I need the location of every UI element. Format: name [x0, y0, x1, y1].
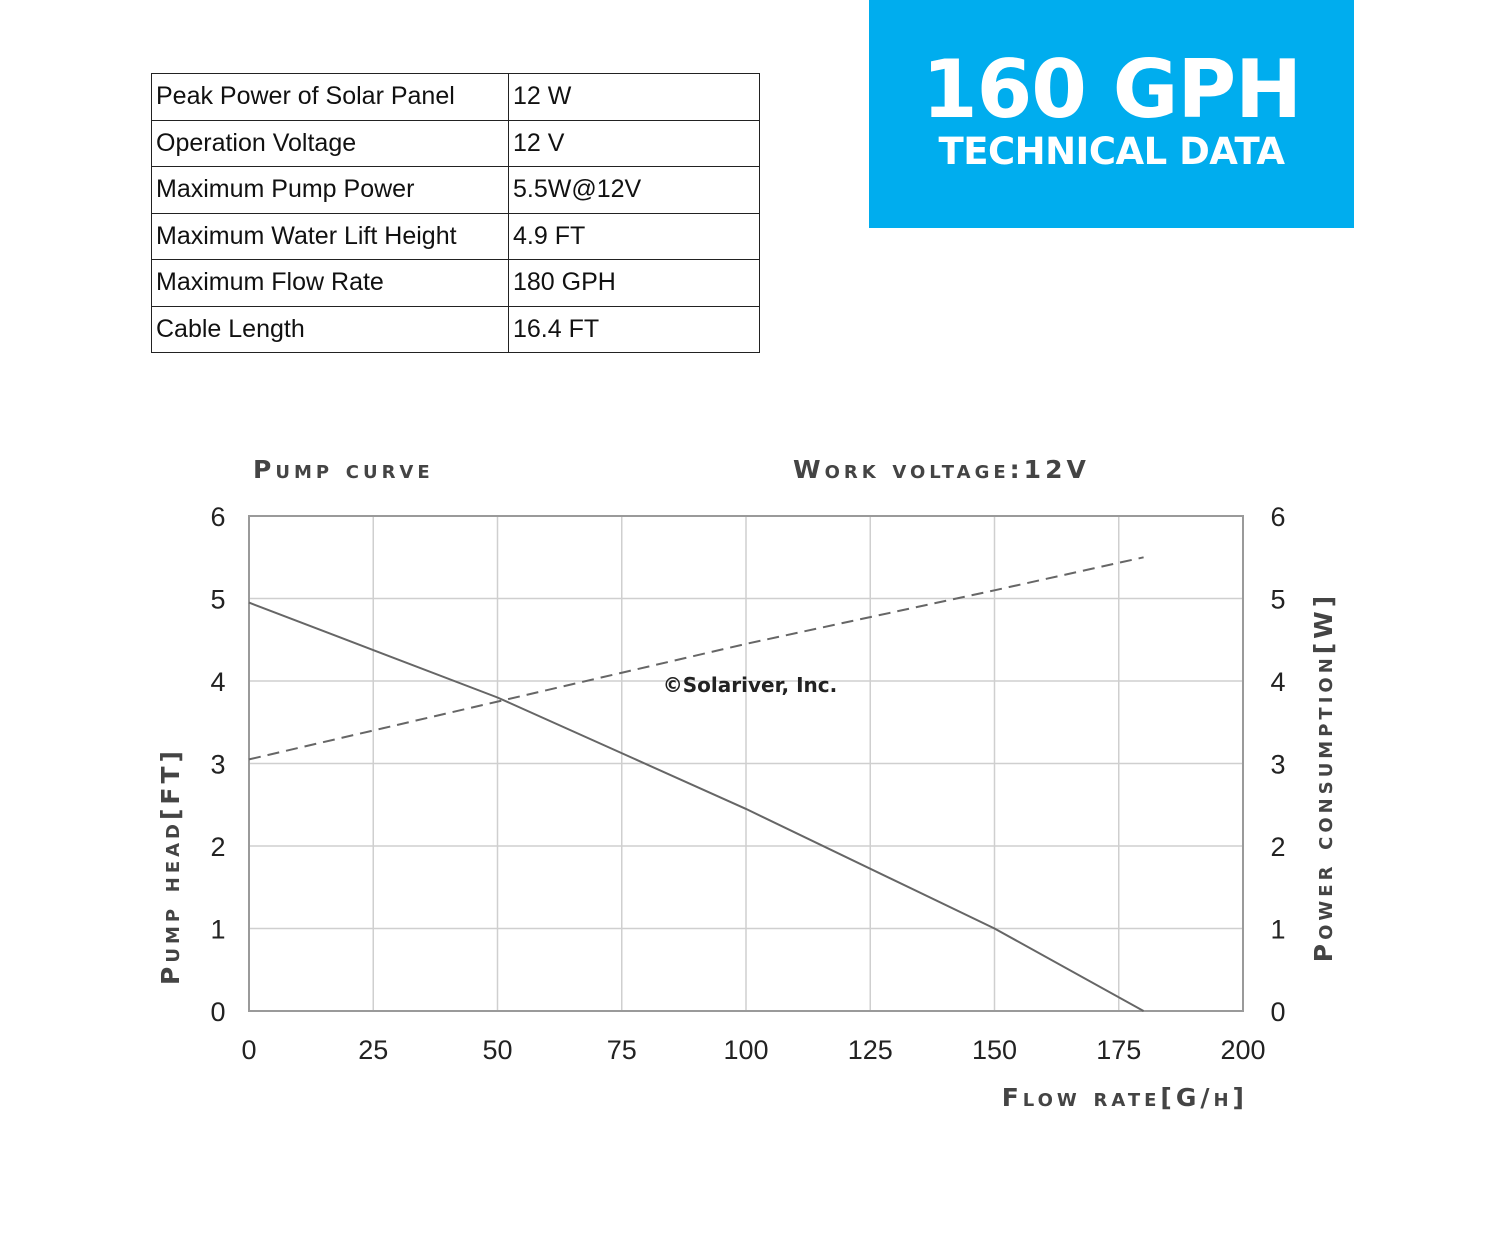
table-row: Peak Power of Solar Panel 12 W	[151, 73, 760, 121]
badge-subhead: TECHNICAL DATA	[938, 130, 1285, 173]
y2-axis-label: Power consumption[W]	[1309, 592, 1338, 962]
chart-series	[248, 556, 1145, 1012]
y2-tick-label: 0	[1270, 997, 1285, 1027]
specs-table: Peak Power of Solar Panel 12 W Operation…	[151, 73, 760, 353]
x-tick-label: 50	[482, 1035, 512, 1065]
y2-tick-label: 3	[1270, 750, 1285, 780]
spec-value: 180 GPH	[508, 259, 760, 307]
x-tick-label: 75	[607, 1035, 637, 1065]
spec-value: 5.5W@12V	[508, 166, 760, 214]
spec-label: Cable Length	[151, 305, 509, 353]
y2-tick-label: 6	[1270, 502, 1285, 532]
y-tick-label: 3	[210, 750, 225, 780]
power-consumption-line	[248, 556, 1144, 761]
table-row: Cable Length 16.4 FT	[151, 305, 760, 353]
y-axis-label: Pump head[FT]	[156, 747, 185, 985]
spec-value: 16.4 FT	[508, 305, 760, 353]
spec-label: Maximum Flow Rate	[151, 259, 509, 307]
y-tick-label: 6	[210, 502, 225, 532]
y2-tick-label: 1	[1270, 915, 1285, 945]
spec-value: 12 W	[508, 73, 760, 121]
chart-grid	[248, 515, 1244, 1012]
spec-label: Operation Voltage	[151, 119, 509, 167]
plot-frame	[248, 515, 1244, 1012]
x-tick-label: 125	[848, 1035, 893, 1065]
x-tick-label: 175	[1096, 1035, 1141, 1065]
chart-title: Pump curve	[253, 455, 434, 484]
copyright-credit: ©Solariver, Inc.	[663, 673, 837, 697]
badge-headline: 160 GPH	[921, 43, 1302, 136]
y2-tick-label: 2	[1270, 832, 1285, 862]
chart-subtitle: Work voltage:12V	[793, 455, 1090, 484]
spec-label: Peak Power of Solar Panel	[151, 73, 509, 121]
y2-tick-label: 5	[1270, 585, 1285, 615]
y-tick-label: 1	[210, 915, 225, 945]
x-tick-label: 150	[972, 1035, 1017, 1065]
y-tick-label: 2	[210, 832, 225, 862]
x-tick-label: 0	[241, 1035, 256, 1065]
x-tick-label: 200	[1220, 1035, 1265, 1065]
y-tick-label: 0	[210, 997, 225, 1027]
y2-tick-label: 4	[1270, 667, 1285, 697]
y-tick-label: 5	[210, 585, 225, 615]
x-axis-label: Flow rate[G/h]	[1002, 1083, 1248, 1112]
x-tick-label: 25	[358, 1035, 388, 1065]
pump-head-line	[248, 601, 1145, 1012]
x-tick-label: 100	[723, 1035, 768, 1065]
table-row: Maximum Flow Rate 180 GPH	[151, 259, 760, 307]
y-tick-label: 4	[210, 667, 225, 697]
headline-badge: 160 GPH TECHNICAL DATA	[869, 0, 1354, 228]
